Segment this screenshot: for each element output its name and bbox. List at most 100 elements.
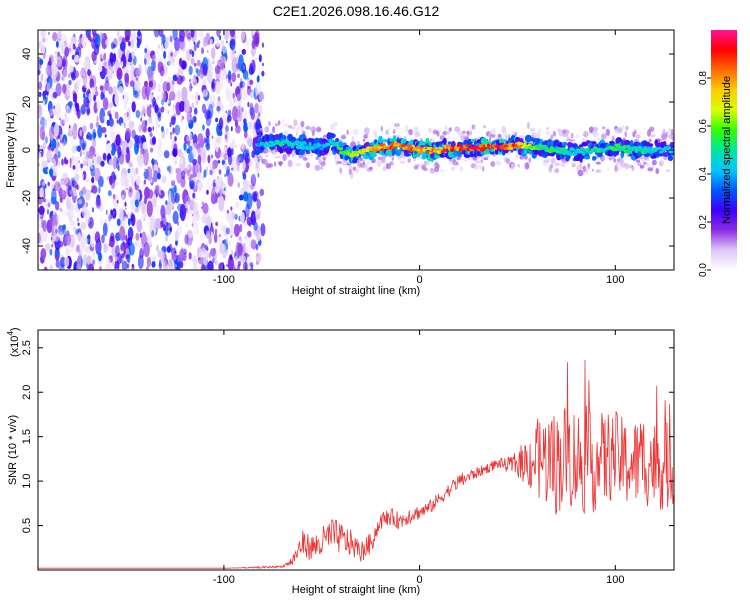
noise-blob (165, 200, 168, 206)
noise-blob (91, 38, 96, 49)
noise-blob (196, 180, 203, 191)
noise-blob (102, 97, 109, 111)
noise-blob (205, 138, 209, 143)
top-x-axis-label: Height of straight line (km) (292, 285, 420, 297)
noise-blob (186, 170, 191, 177)
band-halo-blob (363, 163, 368, 169)
band-halo-blob (555, 168, 560, 174)
noise-blob (83, 58, 90, 70)
noise-blob (73, 187, 78, 197)
noise-blob (144, 186, 150, 200)
noise-blob (206, 230, 210, 239)
noise-blob (215, 117, 219, 123)
noise-blob (92, 207, 94, 213)
noise-blob (101, 73, 105, 78)
noise-blob (50, 196, 57, 205)
noise-blob (127, 226, 134, 241)
noise-blob (120, 61, 124, 68)
band-halo-blob (571, 163, 576, 168)
noise-blob (146, 200, 153, 218)
noise-blob (223, 30, 230, 41)
band-halo-blob (399, 160, 406, 165)
noise-blob (66, 197, 71, 210)
noise-blob (261, 62, 265, 67)
noise-blob (172, 148, 178, 158)
noise-blob (110, 232, 115, 242)
noise-blob (165, 203, 172, 216)
noise-blob (195, 162, 201, 176)
band-core-blob (354, 154, 360, 157)
noise-blob (218, 169, 222, 175)
bottom-y-tick-label: 1.5 (21, 429, 33, 444)
noise-blob (82, 151, 85, 155)
band-core-blob (625, 149, 629, 154)
noise-blob (157, 137, 163, 151)
noise-blob (251, 150, 255, 159)
noise-blob (209, 94, 216, 105)
noise-blob (51, 138, 57, 149)
noise-blob (51, 147, 54, 152)
noise-blob (179, 151, 184, 158)
band-core-blob (519, 142, 524, 146)
noise-blob (211, 135, 214, 139)
noise-blob (62, 68, 68, 82)
noise-blob (158, 259, 162, 267)
band-halo-blob (257, 155, 263, 161)
noise-blob (198, 183, 201, 186)
noise-blob (207, 260, 214, 270)
noise-blob (144, 48, 148, 54)
band-halo-blob (605, 128, 611, 136)
noise-blob (155, 127, 158, 134)
noise-blob (175, 167, 178, 173)
noise-blob (249, 262, 254, 268)
band-blob (543, 140, 549, 146)
band-halo-blob (538, 128, 541, 134)
noise-blob (235, 145, 238, 148)
noise-blob (157, 172, 161, 180)
noise-blob (73, 33, 76, 38)
noise-blob (256, 75, 260, 83)
noise-blob (135, 232, 140, 241)
band-core-blob (415, 146, 421, 149)
noise-blob (108, 243, 111, 247)
noise-blob (246, 85, 252, 96)
noise-blob (251, 47, 256, 57)
noise-blob (155, 244, 160, 252)
noise-blob (62, 172, 69, 185)
noise-blob (169, 226, 172, 232)
band-core-blob (670, 150, 674, 154)
noise-blob (46, 150, 53, 161)
noise-blob (38, 104, 43, 119)
band-halo-blob (436, 164, 440, 169)
band-blob (662, 141, 667, 146)
noise-blob (208, 235, 212, 245)
noise-blob (230, 249, 233, 253)
band-halo-blob (414, 164, 420, 167)
noise-blob (214, 229, 218, 234)
noise-blob (145, 266, 149, 270)
band-core-blob (347, 150, 351, 153)
noise-blob (73, 226, 76, 231)
noise-blob (45, 65, 51, 76)
noise-blob (116, 218, 121, 227)
noise-blob (51, 212, 58, 230)
noise-blob (177, 51, 180, 55)
noise-blob (165, 127, 169, 135)
noise-blob (193, 62, 197, 67)
noise-blob (203, 169, 207, 178)
noise-blob (227, 75, 232, 84)
noise-blob (231, 167, 234, 171)
band-halo-blob (661, 133, 667, 141)
band-halo-blob (547, 157, 551, 163)
noise-blob (79, 190, 84, 197)
noise-blob (217, 160, 221, 164)
noise-blob (146, 105, 152, 117)
noise-blob (161, 98, 165, 106)
top-y-tick-label: 40 (21, 48, 33, 60)
noise-blob (251, 40, 255, 49)
noise-blob (195, 99, 199, 106)
noise-blob (236, 179, 238, 183)
noise-blob (127, 218, 131, 226)
noise-blob (134, 189, 141, 203)
band-core-blob (295, 145, 301, 150)
